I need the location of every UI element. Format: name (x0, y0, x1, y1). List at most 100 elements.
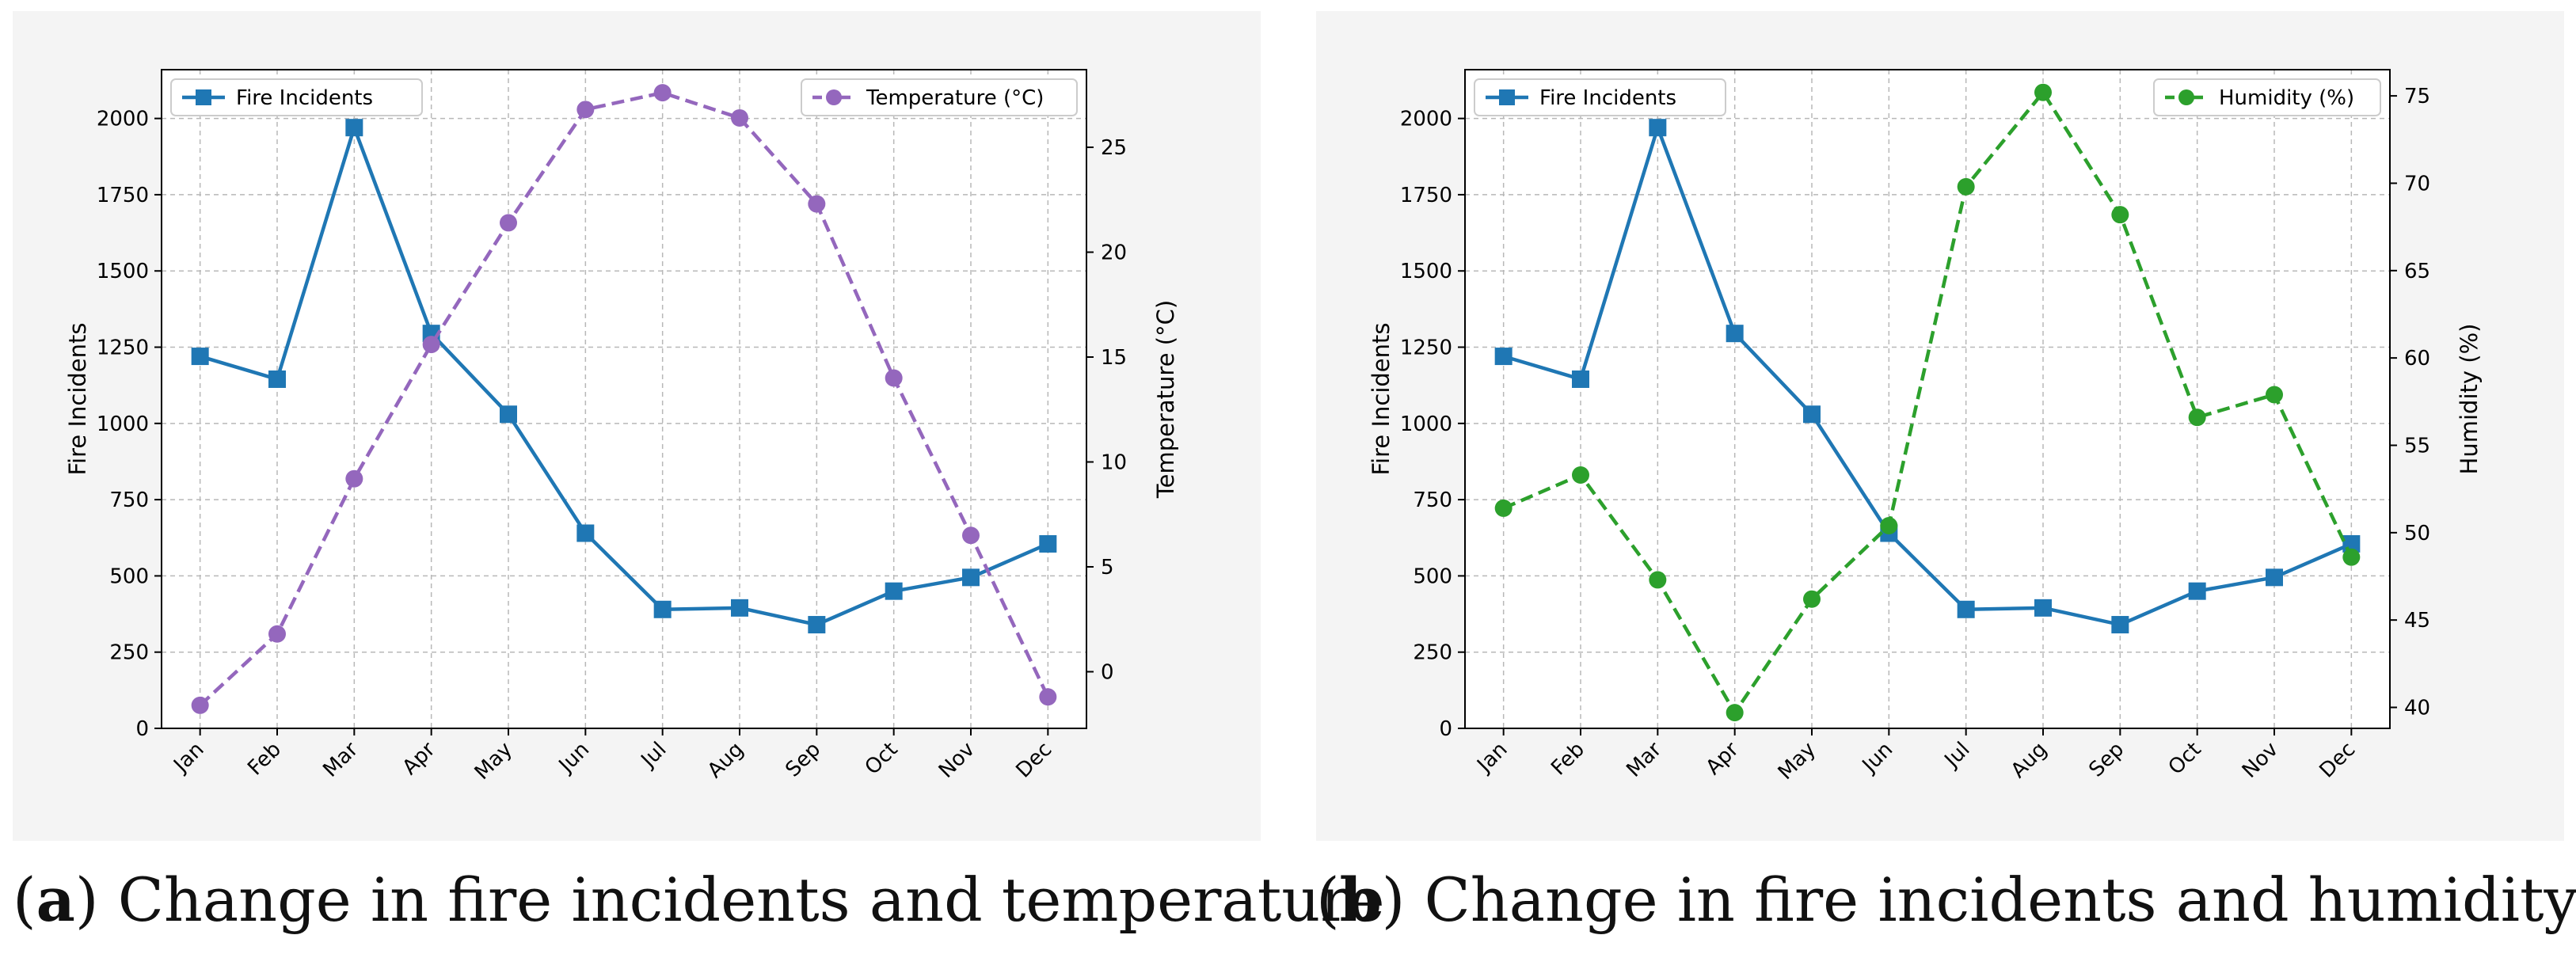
data-point (1649, 571, 1667, 589)
plot-area (162, 70, 1086, 728)
x-tick-label: Feb (243, 738, 286, 781)
legend-label: Temperature (°C) (866, 86, 1044, 110)
x-tick-label: Jun (1857, 738, 1897, 778)
y-left-axis-label: Fire Incidents (1368, 322, 1395, 475)
data-point (1649, 119, 1667, 137)
x-tick-label: Jul (636, 738, 672, 773)
data-point (962, 568, 980, 587)
legend-marker (2178, 89, 2194, 105)
x-tick-label: Nov (934, 738, 980, 783)
data-point (1039, 688, 1057, 706)
data-point (2188, 409, 2206, 427)
x-tick-label: Dec (2315, 738, 2360, 783)
data-point (345, 119, 363, 137)
data-point (576, 524, 595, 542)
x-tick-label: Dec (1011, 738, 1056, 783)
data-point (422, 336, 440, 354)
chart-b-svg: 0 250 500 750 1000 1250 1500 1750 2000 40 45 50 55 60… (1368, 69, 2483, 785)
data-point (653, 84, 672, 102)
x-tick-label: Mar (318, 738, 363, 782)
caption-a-text: Change in fire incidents and temperature (117, 865, 1385, 935)
x-tick-label: Aug (703, 738, 748, 783)
y-left-tick-label: 250 (1413, 641, 1452, 665)
y-left-tick-label: 1000 (97, 412, 149, 436)
y-left-tick-label: 0 (1439, 717, 1452, 741)
data-point (885, 369, 903, 387)
data-point (808, 616, 826, 634)
caption-b-letter: b (1339, 865, 1382, 935)
series-line (199, 90, 1050, 707)
y-left-tick-label: 500 (109, 564, 149, 588)
x-tick-label: Feb (1547, 738, 1589, 781)
plot-frame (161, 69, 1087, 729)
y-right-tick-label: 0 (1101, 660, 1114, 684)
data-point (1726, 704, 1744, 722)
data-point (731, 599, 748, 617)
y-right-axis-label: Humidity (%) (2456, 324, 2483, 475)
y-right-tick-label: 50 (2404, 522, 2430, 545)
grid (1465, 70, 2390, 729)
x-tick-label: Oct (861, 738, 903, 780)
y-left-tick-label: 2000 (1400, 108, 1452, 131)
legend-1: Temperature (°C) (801, 78, 1078, 116)
y-left-axis-label: Fire Incidents (64, 322, 91, 475)
series-0 (191, 119, 1057, 634)
y-left-tick-label: 0 (135, 717, 149, 741)
y-right-tick-label: 70 (2404, 172, 2430, 196)
series-1 (191, 84, 1057, 714)
y-left-tick-label: 500 (1413, 564, 1452, 588)
plot-area (1465, 70, 2390, 728)
data-point (191, 348, 209, 366)
data-point (2034, 83, 2052, 101)
y-right-tick-label: 75 (2404, 85, 2430, 108)
x-tick-label: Apr (398, 738, 440, 780)
y-left-tick-label: 750 (109, 488, 149, 512)
data-point (1572, 466, 1589, 484)
data-point (885, 582, 903, 600)
x-tick-label: Mar (1622, 738, 1666, 782)
y-right-axis-label: Temperature (°C) (1152, 300, 1179, 499)
data-point (268, 625, 286, 643)
x-tick-label: Nov (2238, 738, 2283, 783)
data-point (2342, 548, 2361, 566)
y-right-tick-label: 5 (1101, 556, 1114, 580)
x-tick-label: Jul (1939, 738, 1975, 773)
data-point (653, 600, 672, 618)
y-left-tick-label: 1250 (1400, 336, 1452, 360)
data-point (1039, 534, 1057, 553)
y-left-tick-label: 750 (1413, 488, 1452, 512)
x-tick-label: Jan (169, 738, 209, 778)
data-point (962, 526, 980, 545)
data-point (268, 370, 286, 388)
data-point (576, 101, 595, 119)
data-point (2266, 568, 2283, 587)
data-point (1494, 499, 1512, 517)
legend-label: Humidity (%) (2219, 86, 2354, 110)
y-right-tick-label: 60 (2404, 347, 2430, 371)
x-tick-label: May (1774, 738, 1821, 785)
data-point (1726, 325, 1744, 343)
legend-box (801, 78, 1078, 116)
legend-0: Fire Incidents (1474, 78, 1726, 116)
y-left-tick-label: 1750 (97, 184, 149, 207)
y-right-tick-label: 40 (2404, 697, 2430, 720)
data-point (2111, 206, 2129, 224)
data-point (1880, 517, 1898, 534)
caption-a: (a) Change in fire incidents and tempera… (13, 865, 1385, 935)
x-tick-label: Jan (1472, 738, 1512, 778)
x-tick-label: May (470, 738, 517, 785)
chart-a-svg: 0 250 500 750 1000 1250 1500 1750 2000 0 5 10 15 20 25… (64, 69, 1179, 785)
series-line (1503, 125, 2353, 627)
data-point (345, 469, 363, 488)
data-point (1957, 177, 1975, 196)
plot-frame (1464, 69, 2391, 729)
data-point (500, 214, 517, 232)
y-left-tick-label: 1500 (1400, 260, 1452, 283)
caption-b-text: Change in fire incidents and humidity (1424, 865, 2576, 935)
legend-0: Fire Incidents (170, 78, 423, 116)
x-tick-label: Aug (2007, 738, 2052, 783)
x-tick-label: Sep (2084, 738, 2129, 782)
legend-box (170, 78, 423, 116)
y-right-tick-label: 55 (2404, 434, 2430, 458)
legend-marker (826, 89, 842, 105)
